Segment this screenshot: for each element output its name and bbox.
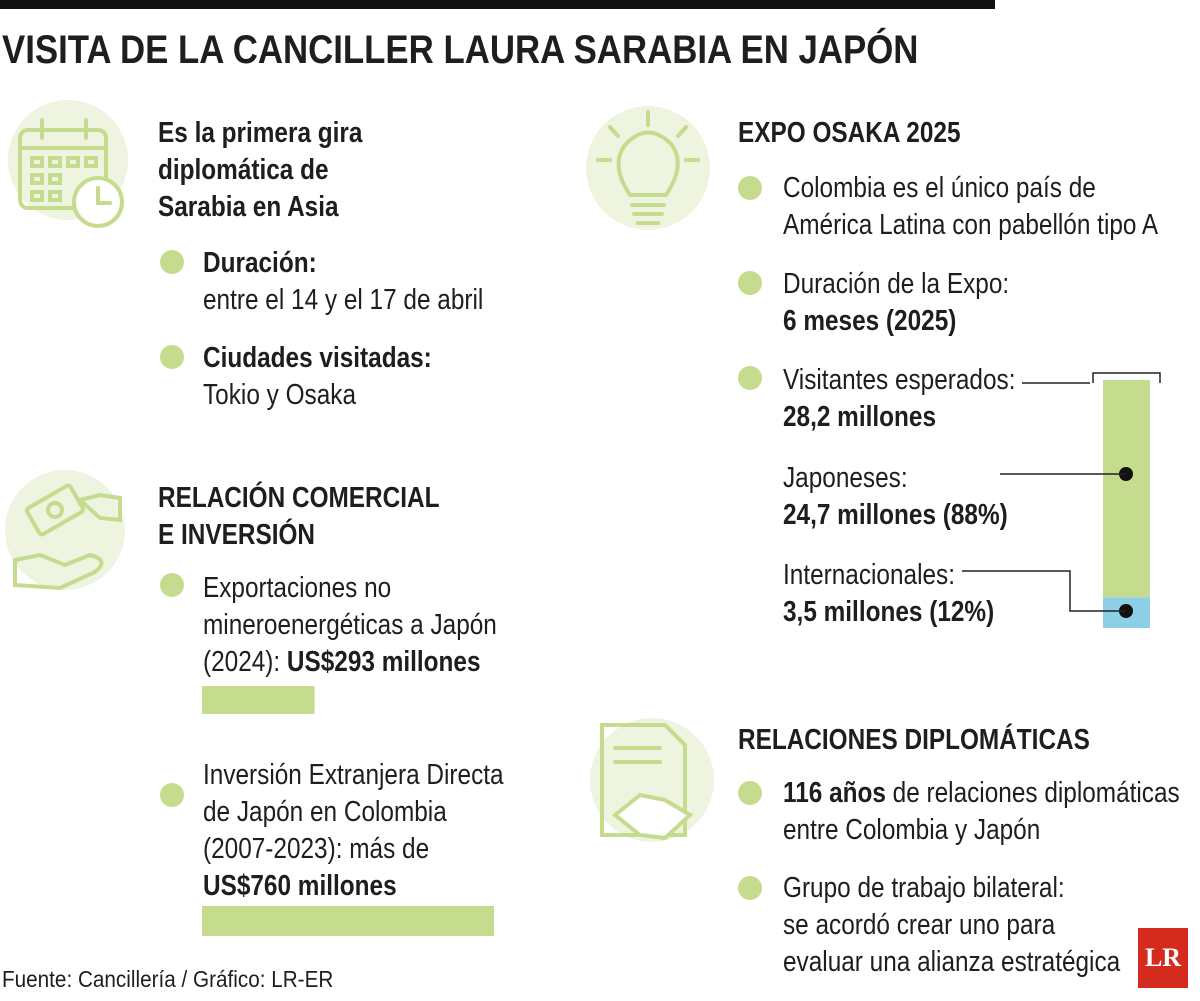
line: Sarabia en Asia	[158, 191, 339, 223]
text: entre el 14 y el 17 de abril	[203, 284, 484, 316]
line: evaluar una alianza estratégica	[783, 946, 1121, 978]
line: Inversión Extranjera Directa	[203, 759, 504, 791]
line: E INVERSIÓN	[158, 519, 316, 551]
icons	[13, 110, 700, 841]
heading: EXPO OSAKA 2025	[738, 117, 961, 149]
line: (2007-2023): más de	[203, 833, 430, 865]
bar	[202, 906, 494, 936]
line: se acordó crear uno para	[783, 909, 1056, 941]
label: Japoneses:	[783, 462, 908, 494]
item: Visitantes esperados: 28,2 millones	[783, 362, 1015, 436]
line: de relaciones diplomáticas	[892, 777, 1180, 809]
bar	[202, 686, 315, 714]
value-label: 28,2 millones	[783, 401, 937, 433]
label: Duración:	[203, 247, 317, 279]
top-rule	[0, 0, 995, 9]
value-label: 6 meses (2025)	[783, 305, 957, 337]
item: 116 años de relaciones diplomáticas entre…	[783, 775, 1180, 849]
label: Ciudades visitadas:	[203, 342, 432, 374]
label: Internacionales:	[783, 559, 955, 591]
line: mineroenergéticas a Japón	[203, 609, 497, 641]
text: Tokio y Osaka	[203, 379, 356, 411]
connectors	[962, 372, 1161, 612]
heading: Es la primera gira diplomática de Sarabi…	[158, 115, 362, 226]
line: entre Colombia y Japón	[783, 814, 1041, 846]
line: de Japón en Colombia	[203, 796, 447, 828]
line: América Latina con pabellón tipo A	[783, 209, 1159, 241]
line: Es la primera gira	[158, 117, 363, 149]
item: Grupo de trabajo bilateral: se acordó cr…	[783, 870, 1120, 981]
heading: RELACIÓN COMERCIAL E INVERSIÓN	[158, 480, 439, 554]
value-label: 3,5 millones (12%)	[783, 596, 995, 628]
item: Colombia es el único país de América Lat…	[783, 170, 1158, 244]
item: Exportaciones no mineroenergéticas a Jap…	[203, 570, 497, 681]
line: Colombia es el único país de	[783, 172, 1096, 204]
bar-segment	[1103, 380, 1150, 598]
line: Exportaciones no	[203, 572, 392, 604]
item: Duración de la Expo: 6 meses (2025)	[783, 266, 1009, 340]
bullets	[160, 176, 762, 900]
item: Ciudades visitadas: Tokio y Osaka	[203, 340, 432, 414]
item: Japoneses: 24,7 millones (88%)	[783, 460, 1008, 534]
source: Fuente: Cancillería / Gráfico: LR-ER	[2, 966, 334, 992]
title: VISITA DE LA CANCILLER LAURA SARABIA EN …	[2, 28, 919, 72]
bold-text: 116 años	[783, 777, 886, 809]
heading: RELACIONES DIPLOMÁTICAS	[738, 724, 1090, 756]
value-label: 24,7 millones (88%)	[783, 499, 1008, 531]
line: (2024):	[203, 646, 281, 678]
line: Grupo de trabajo bilateral:	[783, 872, 1065, 904]
item: Inversión Extranjera Directa de Japón en…	[203, 757, 504, 905]
label: Visitantes esperados:	[783, 364, 1016, 396]
value-label: US$760 millones	[203, 870, 397, 902]
item: Duración: entre el 14 y el 17 de abril	[203, 245, 483, 319]
item: Internacionales: 3,5 millones (12%)	[783, 557, 994, 631]
label: Duración de la Expo:	[783, 268, 1010, 300]
line: RELACIÓN COMERCIAL	[158, 482, 440, 514]
value-label: US$293 millones	[286, 646, 481, 678]
logo	[1138, 928, 1188, 988]
line: diplomática de	[158, 154, 329, 186]
logo-text: LR	[1145, 943, 1181, 972]
